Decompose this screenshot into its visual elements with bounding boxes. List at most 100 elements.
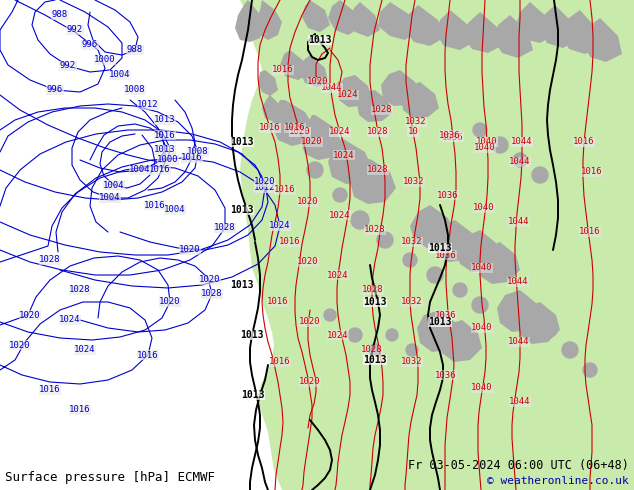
Text: 1013: 1013 [428, 243, 452, 253]
Text: 1028: 1028 [362, 286, 384, 294]
Text: 1020: 1020 [299, 318, 321, 326]
Polygon shape [401, 82, 439, 118]
Circle shape [406, 344, 418, 356]
Text: 1044: 1044 [511, 138, 533, 147]
Text: 1013: 1013 [363, 297, 387, 307]
Text: 1044: 1044 [509, 397, 531, 407]
Polygon shape [516, 2, 554, 43]
Polygon shape [562, 10, 600, 54]
Text: 1013: 1013 [308, 35, 332, 45]
Text: 1016: 1016 [275, 186, 295, 195]
Polygon shape [280, 50, 308, 80]
Text: 1016: 1016 [137, 350, 158, 360]
Circle shape [543, 323, 557, 337]
Circle shape [307, 162, 323, 178]
Text: 1036: 1036 [436, 311, 456, 319]
Circle shape [583, 363, 597, 377]
Text: 1016: 1016 [268, 297, 288, 307]
Text: 1028: 1028 [367, 127, 389, 137]
Text: 1024: 1024 [74, 345, 96, 354]
Polygon shape [300, 115, 342, 160]
Polygon shape [381, 70, 420, 106]
Text: 1024: 1024 [333, 150, 355, 160]
Text: 1028: 1028 [214, 223, 236, 232]
Text: 1020: 1020 [10, 341, 31, 349]
Text: 1036: 1036 [436, 250, 456, 260]
Text: 1024: 1024 [59, 316, 81, 324]
Circle shape [348, 328, 362, 342]
Polygon shape [405, 5, 445, 46]
Text: 1020: 1020 [297, 197, 319, 206]
Text: 1020: 1020 [254, 177, 276, 187]
Text: 1036: 1036 [443, 132, 463, 142]
Text: 1016: 1016 [149, 166, 171, 174]
Text: 1028: 1028 [365, 225, 385, 235]
Circle shape [324, 309, 336, 321]
Text: 1013: 1013 [154, 146, 176, 154]
Text: 1012: 1012 [254, 183, 276, 193]
Circle shape [333, 188, 347, 202]
Circle shape [386, 329, 398, 341]
Text: 988: 988 [127, 46, 143, 54]
Text: 1036: 1036 [439, 130, 461, 140]
Text: 1016: 1016 [581, 168, 603, 176]
Text: 1040: 1040 [473, 203, 495, 213]
Text: 1016: 1016 [279, 238, 301, 246]
Text: 1020: 1020 [159, 297, 181, 307]
Text: 1040: 1040 [471, 264, 493, 272]
Text: 992: 992 [60, 62, 76, 71]
Text: 1040: 1040 [474, 144, 496, 152]
Text: 1004: 1004 [103, 180, 125, 190]
Text: 1028: 1028 [39, 255, 61, 265]
Circle shape [427, 267, 443, 283]
Text: 1020: 1020 [289, 127, 311, 137]
Text: 1013: 1013 [230, 205, 254, 215]
Text: 1036: 1036 [436, 370, 456, 379]
Polygon shape [357, 90, 392, 122]
Text: 1032: 1032 [401, 238, 423, 246]
Text: 10: 10 [408, 127, 418, 137]
Polygon shape [272, 100, 315, 146]
Text: 1032: 1032 [403, 177, 425, 187]
Circle shape [562, 342, 578, 358]
Text: 1024: 1024 [327, 330, 349, 340]
Circle shape [513, 153, 527, 167]
Text: 1020: 1020 [19, 311, 41, 319]
Text: 996: 996 [47, 85, 63, 95]
Text: 1000: 1000 [157, 155, 179, 165]
Text: 1013: 1013 [242, 390, 265, 400]
Text: 1040: 1040 [471, 384, 493, 392]
Text: 1008: 1008 [124, 85, 146, 95]
Text: 1016: 1016 [69, 406, 91, 415]
Text: 1040: 1040 [471, 323, 493, 333]
Text: 1016: 1016 [154, 130, 176, 140]
Polygon shape [262, 95, 282, 122]
Polygon shape [350, 158, 396, 204]
Text: 1020: 1020 [299, 377, 321, 387]
Text: 1013: 1013 [230, 280, 254, 290]
Text: 1044: 1044 [321, 83, 343, 93]
Text: Fr 03-05-2024 06:00 UTC (06+48): Fr 03-05-2024 06:00 UTC (06+48) [408, 459, 629, 472]
Polygon shape [350, 2, 380, 37]
Text: 1024: 1024 [329, 127, 351, 137]
Circle shape [351, 211, 369, 229]
Text: 1024: 1024 [269, 221, 291, 230]
Text: 992: 992 [67, 25, 83, 34]
Text: 1004: 1004 [164, 205, 186, 215]
Text: 1000: 1000 [94, 55, 116, 65]
Circle shape [472, 297, 488, 313]
Circle shape [532, 167, 548, 183]
Text: 1024: 1024 [329, 211, 351, 220]
Text: 1020: 1020 [307, 77, 329, 87]
Text: 1016: 1016 [259, 123, 281, 132]
Text: 1028: 1028 [69, 286, 91, 294]
Polygon shape [240, 0, 634, 490]
Polygon shape [328, 0, 360, 35]
Polygon shape [464, 12, 503, 53]
Circle shape [377, 232, 393, 248]
Polygon shape [328, 138, 372, 184]
Text: 1020: 1020 [179, 245, 201, 254]
Text: 1008: 1008 [187, 147, 209, 156]
Polygon shape [300, 55, 328, 87]
Polygon shape [417, 310, 460, 352]
